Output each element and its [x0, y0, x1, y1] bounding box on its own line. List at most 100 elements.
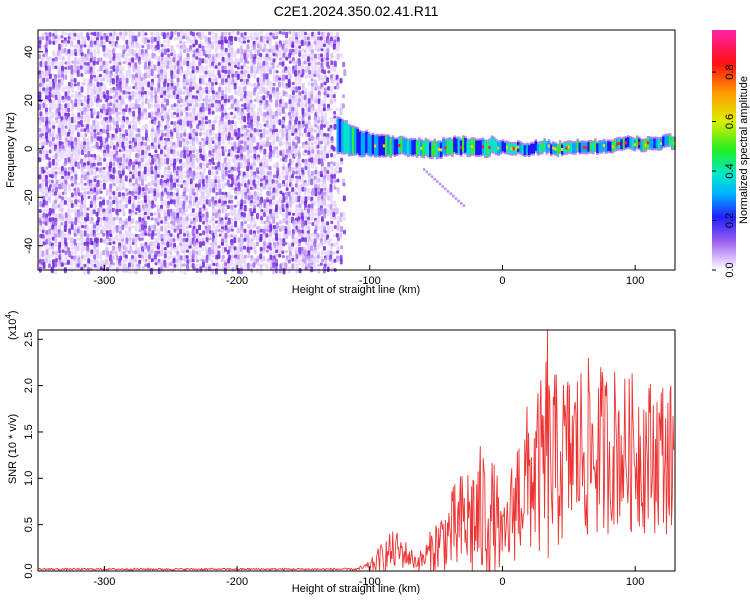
- spectrogram-cell: [151, 137, 154, 142]
- spectrogram-cell: [275, 258, 278, 265]
- spectrogram-cell: [317, 73, 321, 78]
- spectrogram-cell: [278, 61, 282, 66]
- spectrogram-cell: [237, 245, 240, 251]
- figure-title: C2E1.2024.350.02.41.R11: [274, 3, 439, 19]
- spectrogram-cell: [252, 90, 256, 96]
- spectrogram-streak-cell: [446, 190, 450, 193]
- spectrogram-cell: [271, 153, 275, 159]
- spectrogram-cell: [106, 52, 110, 59]
- spectrogram-cell: [83, 245, 87, 251]
- spectrogram-cell: [143, 211, 147, 216]
- spectrogram-cell: [307, 81, 311, 86]
- spectrogram-cell: [169, 178, 173, 184]
- spectrogram-cell: [304, 237, 307, 243]
- spectrogram-cell: [202, 195, 206, 202]
- spectrogram-cell: [115, 77, 119, 84]
- spectrogram-cell: [157, 61, 161, 67]
- spectrogram-cell: [166, 157, 170, 165]
- spectrogram-cell: [134, 195, 138, 200]
- spectrogram-cell: [166, 241, 170, 248]
- spectrogram-cell: [320, 133, 324, 137]
- spectrogram-cell: [214, 237, 218, 244]
- spectrogram-cell: [246, 145, 250, 151]
- spectrogram-cell: [100, 95, 104, 101]
- spectrogram-cell: [166, 82, 170, 87]
- spectrogram-cell: [243, 204, 247, 212]
- spectrogram-cell: [186, 174, 190, 179]
- spectrogram-cell: [214, 115, 218, 120]
- spectrogram-cell: [162, 32, 166, 39]
- spectrogram-band-cell: [435, 142, 439, 158]
- spectrogram-cell: [58, 136, 62, 141]
- spectrogram-cell: [205, 175, 209, 180]
- spectrogram-cell: [124, 254, 128, 259]
- spectrogram-cell: [276, 153, 279, 158]
- spectrogram-cell: [50, 146, 54, 153]
- spectrogram-cell: [253, 31, 257, 37]
- spectrogram-cell: [253, 65, 256, 70]
- spectrogram-cell: [195, 166, 199, 170]
- spectrogram-cell: [246, 137, 250, 141]
- spectrogram-cell: [64, 52, 68, 56]
- spectrogram-cell: [237, 37, 241, 42]
- spectrogram-cell: [243, 32, 247, 36]
- spectrogram-cell: [163, 61, 167, 68]
- spectrogram-cell: [48, 211, 52, 217]
- spectrogram-band-cell: [556, 145, 560, 156]
- spectrogram-cell: [288, 166, 292, 173]
- spectrogram-cell: [288, 137, 291, 142]
- spectrogram-cell: [243, 175, 247, 180]
- spectrogram-cell: [288, 31, 292, 35]
- spectrogram-cell: [102, 179, 106, 183]
- spectrogram-cell: [112, 245, 116, 251]
- spectrogram-cell: [54, 103, 58, 110]
- spectrogram-cell: [304, 254, 308, 259]
- spectrogram-cell: [131, 212, 135, 216]
- spectrogram-cell: [138, 224, 142, 229]
- spectrogram-cell: [287, 39, 291, 45]
- spectrogram-cell: [99, 187, 103, 191]
- spectrogram-cell: [156, 74, 160, 79]
- spectrogram-cell: [70, 203, 74, 209]
- spectrogram-cell: [166, 221, 170, 225]
- spectrogram-cell: [236, 31, 240, 36]
- spectrogram-cell: [193, 192, 197, 196]
- spectrogram-cell: [320, 249, 324, 255]
- spectrogram-cell: [240, 65, 244, 70]
- spectrogram-cell: [132, 166, 136, 171]
- spectrogram-cell: [237, 89, 241, 97]
- spectrogram-cell: [134, 233, 138, 237]
- spectrogram-cell: [316, 136, 320, 141]
- spectrogram-cell: [186, 187, 190, 192]
- spectrogram-cell: [188, 237, 192, 242]
- spectrogram-cell: [121, 94, 125, 100]
- spectrogram-cell: [71, 102, 75, 110]
- spectrogram-cell: [323, 263, 327, 268]
- spectrogram-cell: [47, 61, 51, 66]
- spectrogram-cell: [236, 200, 240, 207]
- spectrogram-cell: [265, 228, 269, 232]
- spectrogram-cell: [204, 60, 208, 64]
- spectrogram-cell: [153, 153, 157, 158]
- spectrogram-cell: [259, 165, 263, 171]
- spectrogram-cell: [144, 258, 148, 263]
- spectrogram-cell: [41, 133, 45, 137]
- spectrogram-cell: [42, 87, 46, 92]
- spectrogram-cell: [320, 182, 324, 188]
- spectrogram-cell: [272, 212, 276, 219]
- spectrogram-cell: [38, 74, 42, 79]
- spectrogram-cell: [51, 217, 55, 222]
- spectrogram-cell: [90, 241, 94, 246]
- spectrogram-cell: [249, 128, 253, 134]
- spectrogram-cell: [98, 157, 102, 162]
- spectrogram-cell: [208, 136, 212, 142]
- spectrogram-cell: [151, 119, 154, 124]
- spectrogram-cell: [38, 242, 42, 247]
- spectrogram-cell: [253, 195, 257, 201]
- spectrogram-cell: [214, 186, 218, 191]
- spectrogram-cell: [329, 186, 333, 193]
- spectrogram-cell: [281, 170, 285, 176]
- spectrogram-cell: [131, 35, 135, 42]
- spectrogram-peak-cell: [459, 146, 463, 150]
- spectrogram-cell: [314, 255, 318, 260]
